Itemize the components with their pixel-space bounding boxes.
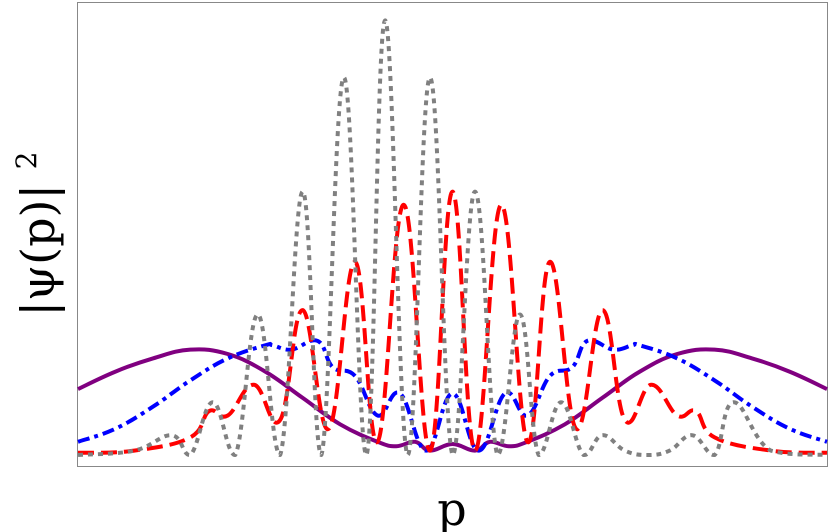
plot-frame	[77, 2, 828, 467]
y-axis-label: |ψ(p)| 2	[10, 152, 65, 317]
series-line-1	[77, 347, 828, 453]
series-line-2	[77, 338, 828, 453]
y-axis-label-base: |ψ(p)|	[11, 184, 65, 316]
series-line-3	[77, 189, 828, 455]
series-layer	[77, 18, 828, 458]
x-axis-label: p	[437, 482, 466, 532]
series-line-4	[77, 18, 828, 458]
y-axis-label-exponent: 2	[10, 152, 43, 170]
